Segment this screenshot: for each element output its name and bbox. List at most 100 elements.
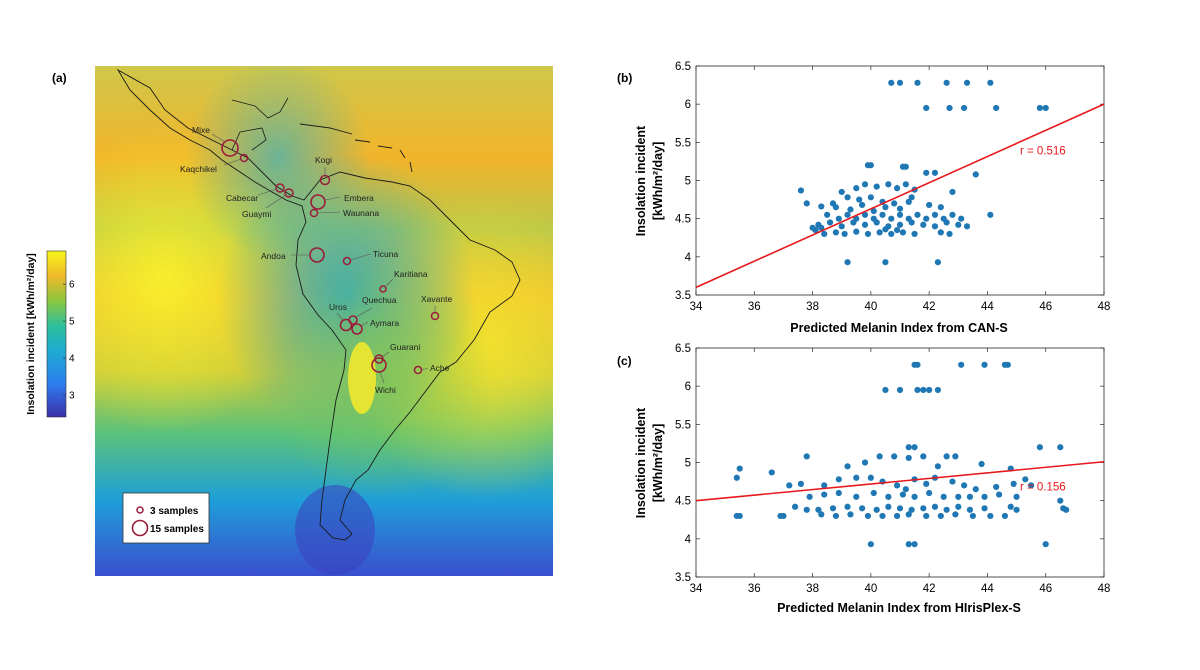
data-point [955, 221, 962, 228]
data-point [896, 386, 904, 394]
data-point [905, 198, 912, 205]
data-point [987, 512, 994, 520]
x-tick-label: 36 [748, 583, 761, 595]
data-point [934, 463, 941, 470]
colorbar-tick-label: 3 [69, 390, 75, 401]
population-label-mixe: Mixe [192, 125, 210, 135]
population-marker-cabecar [275, 183, 285, 193]
data-point [923, 169, 930, 176]
data-point [969, 512, 976, 520]
population-label-ticuna: Ticuna [373, 249, 398, 259]
colorbar-gradient [46, 250, 67, 418]
population-marker-xavante [430, 311, 440, 321]
population-marker-waunana [309, 208, 319, 218]
data-point [923, 215, 930, 222]
data-point [803, 506, 810, 513]
population-label-kaqchikel: Kaqchikel [180, 164, 217, 174]
data-point [899, 229, 907, 236]
data-point [963, 79, 971, 86]
map-legend-box [122, 492, 210, 544]
population-label-uros: Uros [329, 302, 347, 312]
data-point [896, 79, 904, 86]
data-point [966, 506, 974, 513]
data-point [882, 386, 889, 394]
data-point [914, 386, 921, 394]
x-tick-label: 40 [864, 583, 877, 595]
data-point [821, 482, 828, 489]
data-point [803, 200, 810, 207]
panel-c-ylabel-line1: Insolation incident [634, 407, 648, 518]
data-point [885, 181, 892, 188]
scatter-plot-c: 34 36 38 40 42 44 46 48 3.5 4 4.5 5 5.5 6 6.5 r = 0.156 [675, 343, 1110, 595]
data-point [844, 194, 851, 201]
data-point [885, 503, 892, 510]
data-point [853, 474, 860, 481]
data-point [861, 181, 869, 188]
data-point [803, 453, 810, 460]
panel-a: (a) 3 4 5 6 Insolation incident [kWh/m²/day… [25, 66, 553, 576]
x-tick-label: 42 [923, 301, 936, 313]
data-point [829, 200, 837, 207]
population-marker-wichi [371, 357, 387, 373]
data-point [791, 503, 799, 510]
data-point [920, 386, 927, 394]
colorbar-ticks: 3 4 5 6 [63, 280, 75, 401]
data-point [850, 219, 857, 226]
data-point [972, 171, 979, 178]
data-point [940, 493, 947, 500]
y-tick-label: 3.5 [675, 290, 691, 302]
population-markers [221, 139, 440, 375]
data-point [882, 259, 889, 266]
data-point [934, 259, 941, 266]
x-tick-label: 36 [748, 301, 761, 313]
data-point [1013, 506, 1020, 513]
data-point [853, 493, 860, 500]
data-point [835, 489, 842, 497]
colorbar-title: Insolation incident [kWh/m²/day] [25, 253, 37, 415]
data-point [873, 183, 880, 190]
data-point [1010, 480, 1017, 487]
data-point [876, 229, 883, 236]
data-point [987, 211, 994, 218]
insolation-map: Mixe Kaqchikel Kogi Cabecar Guaymi Ember… [95, 66, 553, 576]
data-point [993, 104, 1000, 112]
data-point [905, 444, 912, 451]
population-label-embera: Embera [344, 193, 374, 203]
data-point [1036, 444, 1043, 451]
legend-large-label: 15 samples [150, 524, 204, 535]
population-label-quechua: Quechua [362, 295, 397, 305]
data-point [931, 223, 939, 230]
data-point [905, 541, 912, 548]
data-point [914, 361, 921, 368]
data-point [893, 482, 901, 489]
data-point [961, 104, 968, 112]
data-point [923, 512, 930, 520]
data-point [797, 480, 805, 487]
data-point [966, 493, 974, 500]
data-point [1057, 444, 1064, 451]
data-point [893, 185, 901, 192]
data-point [893, 512, 901, 520]
data-point [841, 230, 848, 238]
y-tick-label: 5 [685, 458, 691, 470]
y-tick-label: 4.5 [675, 214, 691, 226]
data-point [955, 493, 962, 500]
data-point [902, 486, 909, 493]
data-point [937, 229, 944, 236]
y-tick-label: 5 [685, 176, 691, 188]
data-point [806, 493, 813, 500]
y-tick-label: 4.5 [675, 496, 691, 508]
panel-b-ylabel-line2: [kWh/m²/day] [651, 142, 665, 220]
data-point [911, 493, 918, 500]
population-marker-ache [413, 365, 423, 375]
population-marker-guaymi [284, 188, 294, 198]
data-point [882, 204, 889, 211]
population-label-ache: Ache [430, 363, 450, 373]
x-tick-label: 38 [806, 301, 819, 313]
data-point [896, 221, 904, 228]
x-tick-label: 34 [690, 301, 703, 313]
data-point [867, 194, 874, 201]
y-tick-label: 5.5 [675, 137, 691, 149]
data-point [1001, 512, 1009, 520]
